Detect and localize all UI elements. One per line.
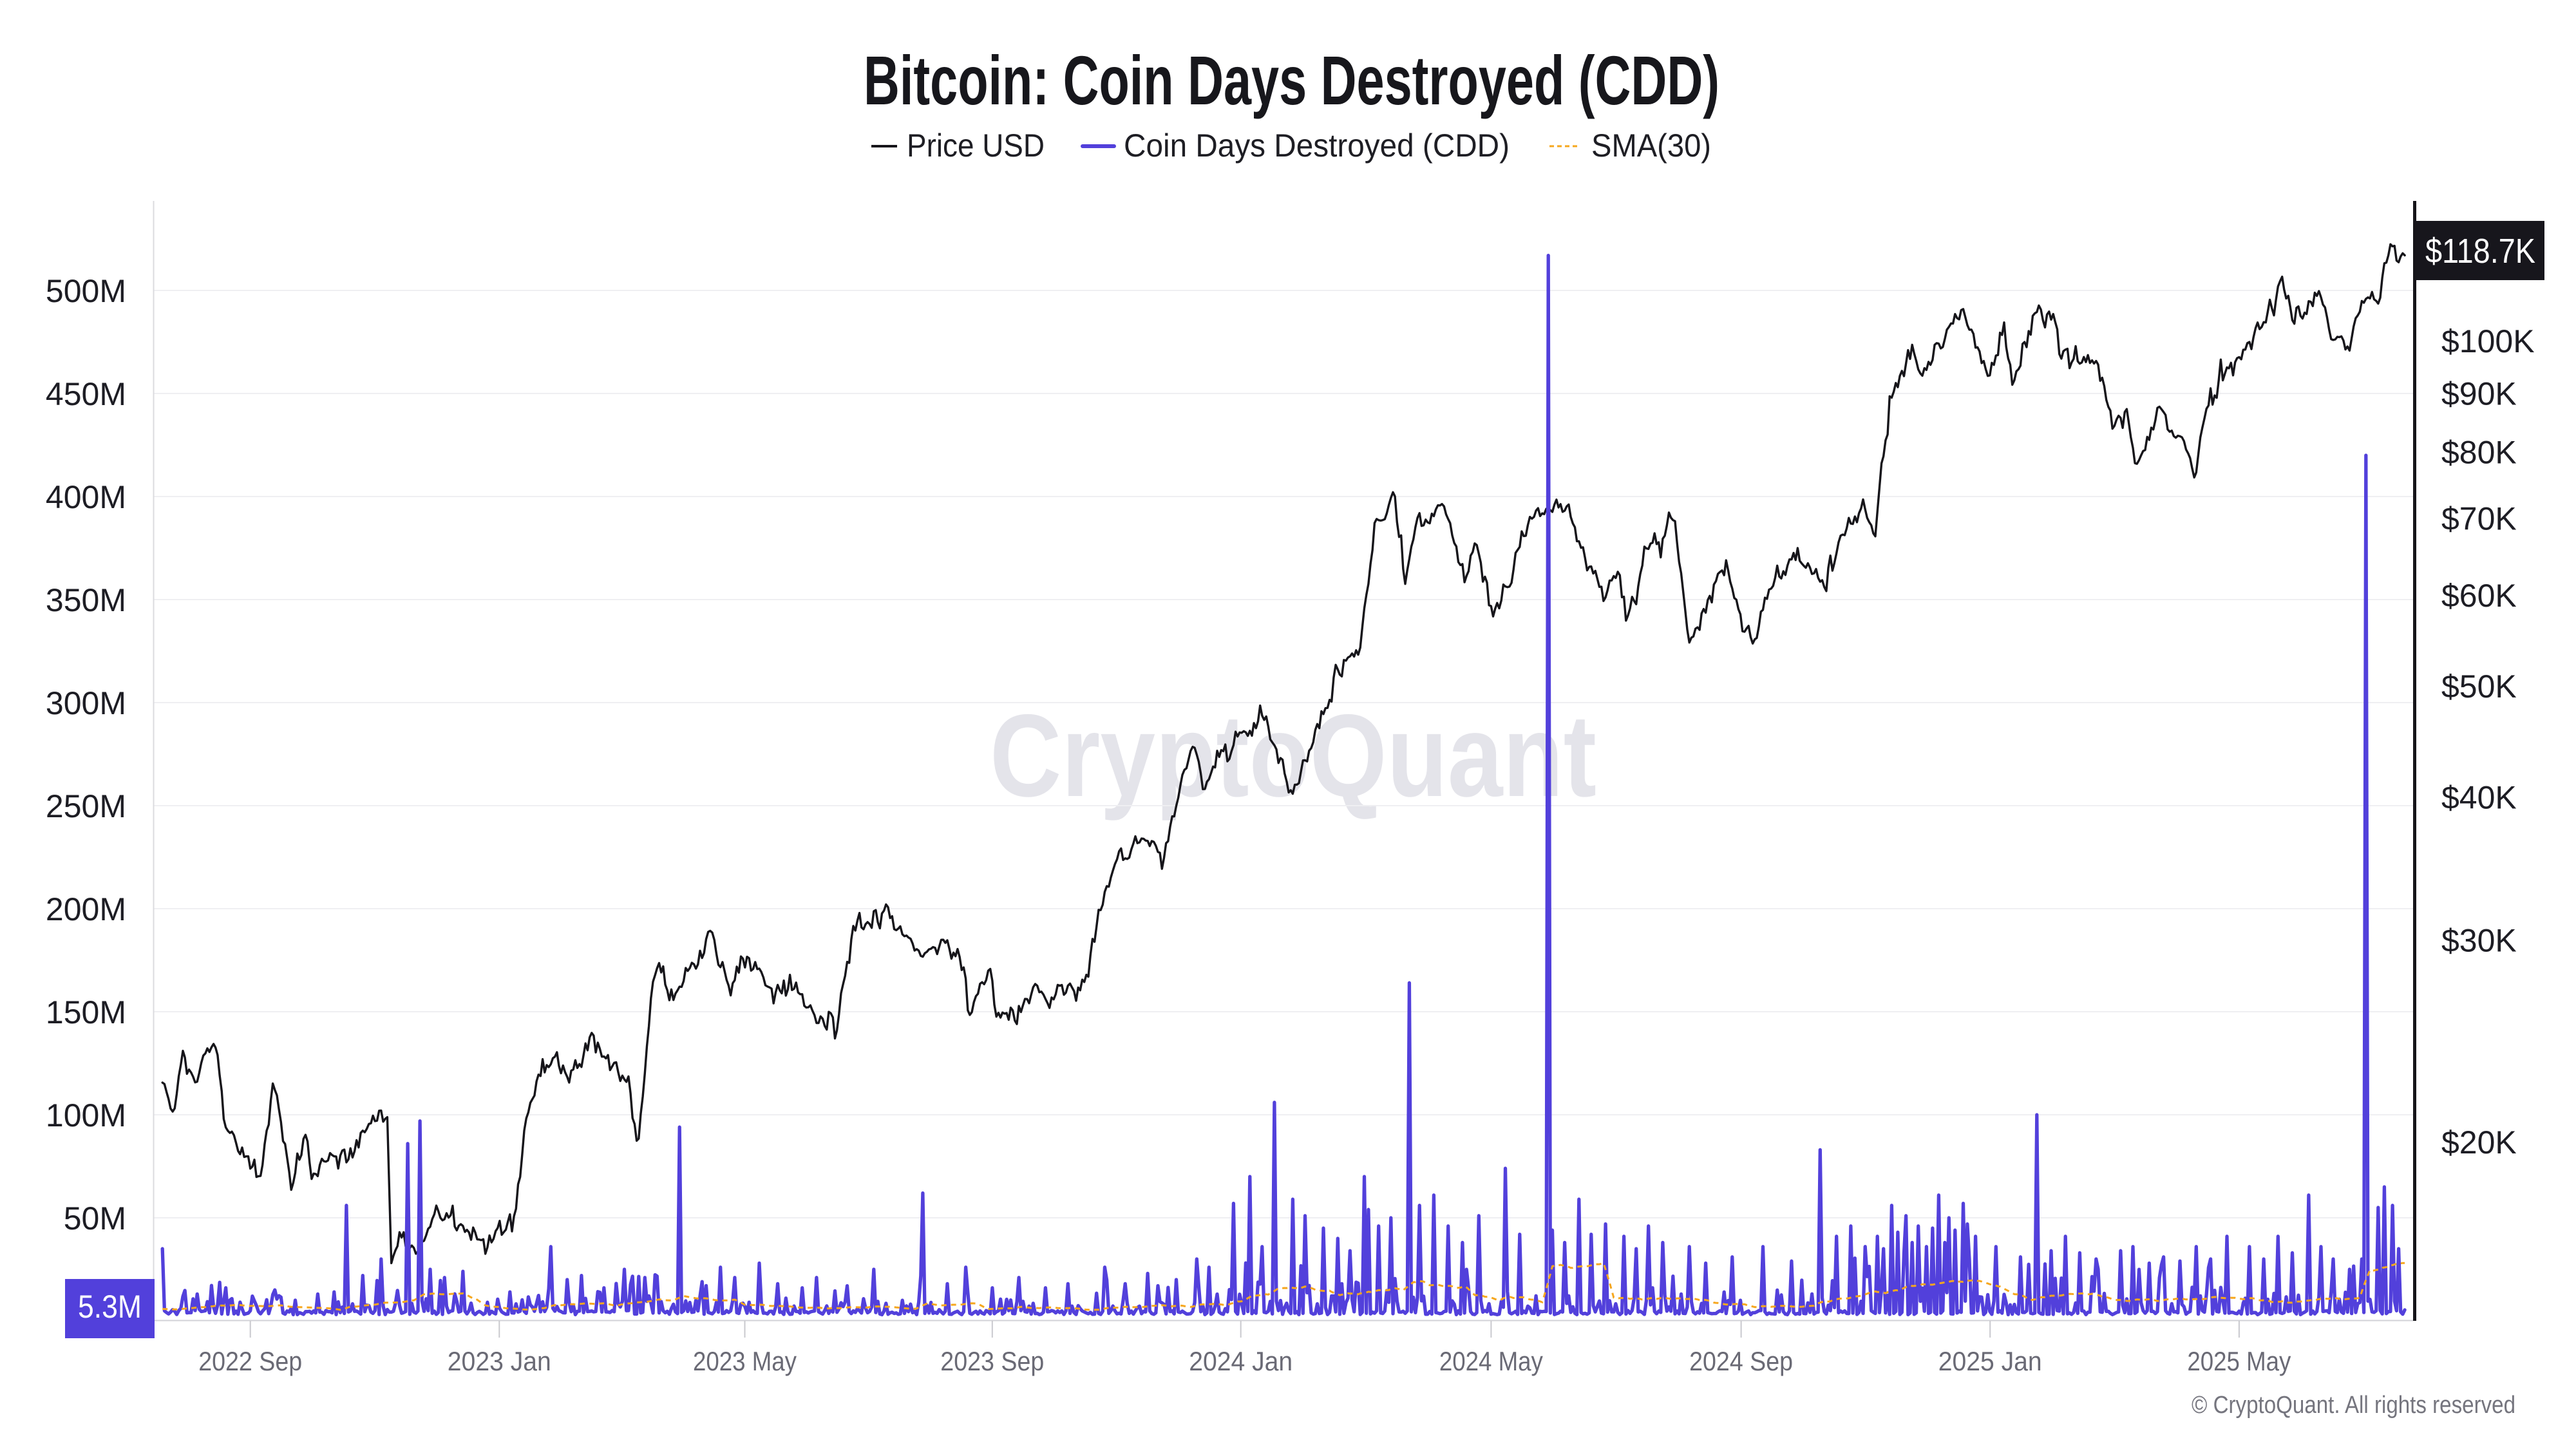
svg-text:150M: 150M	[46, 994, 126, 1030]
svg-text:5.3M: 5.3M	[78, 1289, 142, 1325]
svg-text:$90K: $90K	[2441, 375, 2517, 412]
svg-text:350M: 350M	[46, 582, 126, 618]
svg-text:CryptoQuant: CryptoQuant	[990, 690, 1596, 821]
svg-text:50M: 50M	[64, 1200, 126, 1236]
svg-text:400M: 400M	[46, 479, 126, 515]
svg-text:$80K: $80K	[2441, 435, 2517, 471]
svg-text:2024 Jan: 2024 Jan	[1189, 1346, 1293, 1376]
svg-text:$60K: $60K	[2441, 578, 2517, 614]
svg-text:450M: 450M	[46, 376, 126, 412]
svg-text:300M: 300M	[46, 685, 126, 721]
svg-text:2023 May: 2023 May	[693, 1346, 797, 1376]
svg-text:$20K: $20K	[2441, 1124, 2517, 1160]
svg-text:SMA(30): SMA(30)	[1591, 128, 1711, 164]
svg-text:2025 Jan: 2025 Jan	[1938, 1346, 2042, 1376]
svg-text:2023 Jan: 2023 Jan	[448, 1346, 551, 1376]
svg-text:$50K: $50K	[2441, 668, 2517, 705]
svg-text:2024 Sep: 2024 Sep	[1689, 1346, 1793, 1376]
svg-text:$100K: $100K	[2441, 323, 2535, 359]
svg-text:Coin Days Destroyed (CDD): Coin Days Destroyed (CDD)	[1124, 128, 1510, 164]
svg-text:2023 Sep: 2023 Sep	[940, 1346, 1044, 1376]
svg-text:200M: 200M	[46, 891, 126, 927]
svg-text:$30K: $30K	[2441, 923, 2517, 959]
svg-text:Price USD: Price USD	[907, 128, 1045, 164]
svg-text:Bitcoin: Coin Days Destroyed (: Bitcoin: Coin Days Destroyed (CDD)	[864, 41, 1719, 119]
svg-text:$118.7K: $118.7K	[2425, 232, 2535, 270]
svg-text:2024 May: 2024 May	[1439, 1346, 1543, 1376]
svg-text:$70K: $70K	[2441, 501, 2517, 537]
svg-text:$40K: $40K	[2441, 779, 2517, 815]
svg-text:2022 Sep: 2022 Sep	[198, 1346, 302, 1376]
svg-text:500M: 500M	[46, 273, 126, 309]
svg-text:100M: 100M	[46, 1097, 126, 1133]
svg-text:250M: 250M	[46, 788, 126, 824]
svg-text:2025 May: 2025 May	[2187, 1346, 2291, 1376]
svg-text:© CryptoQuant. All rights rese: © CryptoQuant. All rights reserved	[2192, 1392, 2515, 1419]
